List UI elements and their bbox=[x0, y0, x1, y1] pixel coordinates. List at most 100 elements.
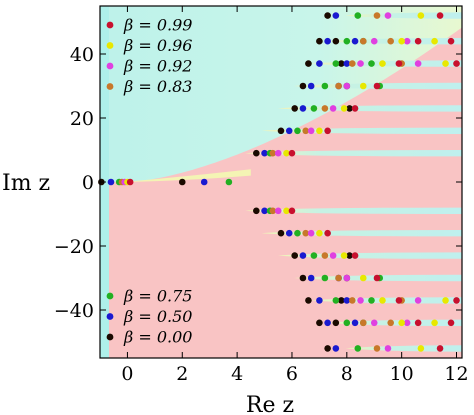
data-point bbox=[316, 297, 323, 304]
data-point bbox=[307, 229, 315, 237]
data-point bbox=[340, 105, 348, 112]
data-point bbox=[338, 60, 345, 67]
data-point bbox=[417, 12, 425, 19]
data-point bbox=[299, 82, 307, 90]
data-point bbox=[283, 149, 290, 157]
data-point bbox=[285, 127, 293, 135]
data-point bbox=[329, 252, 337, 259]
band bbox=[245, 150, 462, 157]
data-point bbox=[395, 60, 403, 67]
x-tick-label: 0 bbox=[121, 363, 133, 385]
data-point bbox=[351, 37, 359, 45]
x-tick-label: 2 bbox=[176, 363, 188, 385]
legend-marker bbox=[106, 333, 114, 341]
data-point bbox=[316, 60, 323, 67]
y-tick-label: −20 bbox=[54, 236, 94, 258]
legend-marker bbox=[106, 62, 114, 70]
legend-label: β = 0.75 bbox=[123, 287, 192, 306]
data-point bbox=[359, 274, 367, 282]
ylabel: Im z bbox=[2, 171, 50, 196]
legend-label: β = 0.50 bbox=[123, 307, 192, 326]
data-point bbox=[436, 345, 444, 352]
data-point bbox=[368, 297, 375, 304]
data-point bbox=[379, 60, 386, 67]
data-point bbox=[395, 297, 403, 304]
data-point bbox=[379, 297, 386, 304]
real-axis-band bbox=[121, 169, 251, 182]
data-point bbox=[126, 178, 134, 186]
data-point bbox=[316, 127, 323, 135]
xlabel-text: Re z bbox=[246, 393, 294, 415]
x-tick-label: 12 bbox=[444, 363, 468, 385]
data-point bbox=[368, 60, 375, 67]
data-point bbox=[310, 105, 318, 112]
data-point bbox=[261, 207, 268, 215]
data-point bbox=[335, 82, 342, 90]
legend-label: β = 0.99 bbox=[123, 16, 192, 35]
data-point bbox=[343, 297, 351, 304]
data-point bbox=[431, 319, 438, 327]
data-point bbox=[442, 60, 449, 67]
x-tick-label: 6 bbox=[286, 363, 298, 385]
data-point bbox=[359, 37, 367, 45]
data-point bbox=[277, 127, 285, 135]
legend-label: β = 0.96 bbox=[123, 36, 192, 55]
data-point bbox=[253, 207, 260, 215]
data-point bbox=[373, 82, 381, 90]
data-point bbox=[414, 37, 422, 45]
data-point bbox=[321, 274, 329, 282]
data-point bbox=[332, 319, 340, 327]
data-point bbox=[332, 60, 340, 67]
data-point bbox=[351, 319, 359, 327]
data-point bbox=[343, 82, 351, 90]
data-point bbox=[349, 297, 356, 304]
data-point bbox=[338, 297, 345, 304]
y-tick-label: 0 bbox=[82, 172, 94, 194]
point-layer bbox=[98, 12, 460, 352]
data-point bbox=[370, 37, 378, 45]
legend-marker bbox=[106, 313, 114, 320]
data-point bbox=[261, 149, 268, 157]
data-point bbox=[343, 37, 351, 45]
data-point bbox=[310, 252, 318, 259]
data-point bbox=[359, 319, 367, 327]
data-point bbox=[453, 60, 460, 67]
data-point bbox=[324, 37, 331, 45]
data-point bbox=[307, 82, 315, 90]
data-point bbox=[274, 207, 282, 215]
tick-layer: 0 2 4 6 8 10 12 40 20 0 −20 −40 bbox=[54, 6, 469, 385]
x-tick-label: 10 bbox=[390, 363, 414, 385]
data-point bbox=[316, 229, 323, 237]
data-point bbox=[291, 252, 299, 259]
data-point bbox=[403, 37, 411, 45]
data-point bbox=[200, 178, 208, 186]
data-point bbox=[436, 12, 444, 19]
data-point bbox=[316, 319, 323, 327]
data-point bbox=[357, 297, 364, 304]
data-point bbox=[283, 207, 290, 215]
legend-marker bbox=[106, 83, 114, 90]
data-point bbox=[414, 297, 422, 304]
data-point bbox=[357, 60, 364, 67]
data-point bbox=[329, 105, 337, 112]
data-point bbox=[373, 274, 381, 282]
data-point bbox=[414, 319, 422, 327]
data-point bbox=[225, 178, 233, 186]
data-point bbox=[343, 60, 351, 67]
data-point bbox=[274, 149, 282, 157]
data-point bbox=[387, 37, 394, 45]
legend-marker bbox=[106, 21, 114, 29]
data-point bbox=[414, 60, 422, 67]
data-point bbox=[340, 252, 348, 259]
data-point bbox=[324, 127, 331, 135]
data-point bbox=[324, 345, 331, 352]
data-point bbox=[447, 319, 455, 327]
data-point bbox=[398, 37, 405, 45]
data-point bbox=[299, 274, 307, 282]
data-point bbox=[321, 252, 329, 259]
data-point bbox=[332, 345, 340, 352]
legend-marker bbox=[106, 42, 114, 49]
data-point bbox=[346, 252, 353, 259]
data-point bbox=[294, 127, 301, 135]
data-point bbox=[442, 297, 449, 304]
